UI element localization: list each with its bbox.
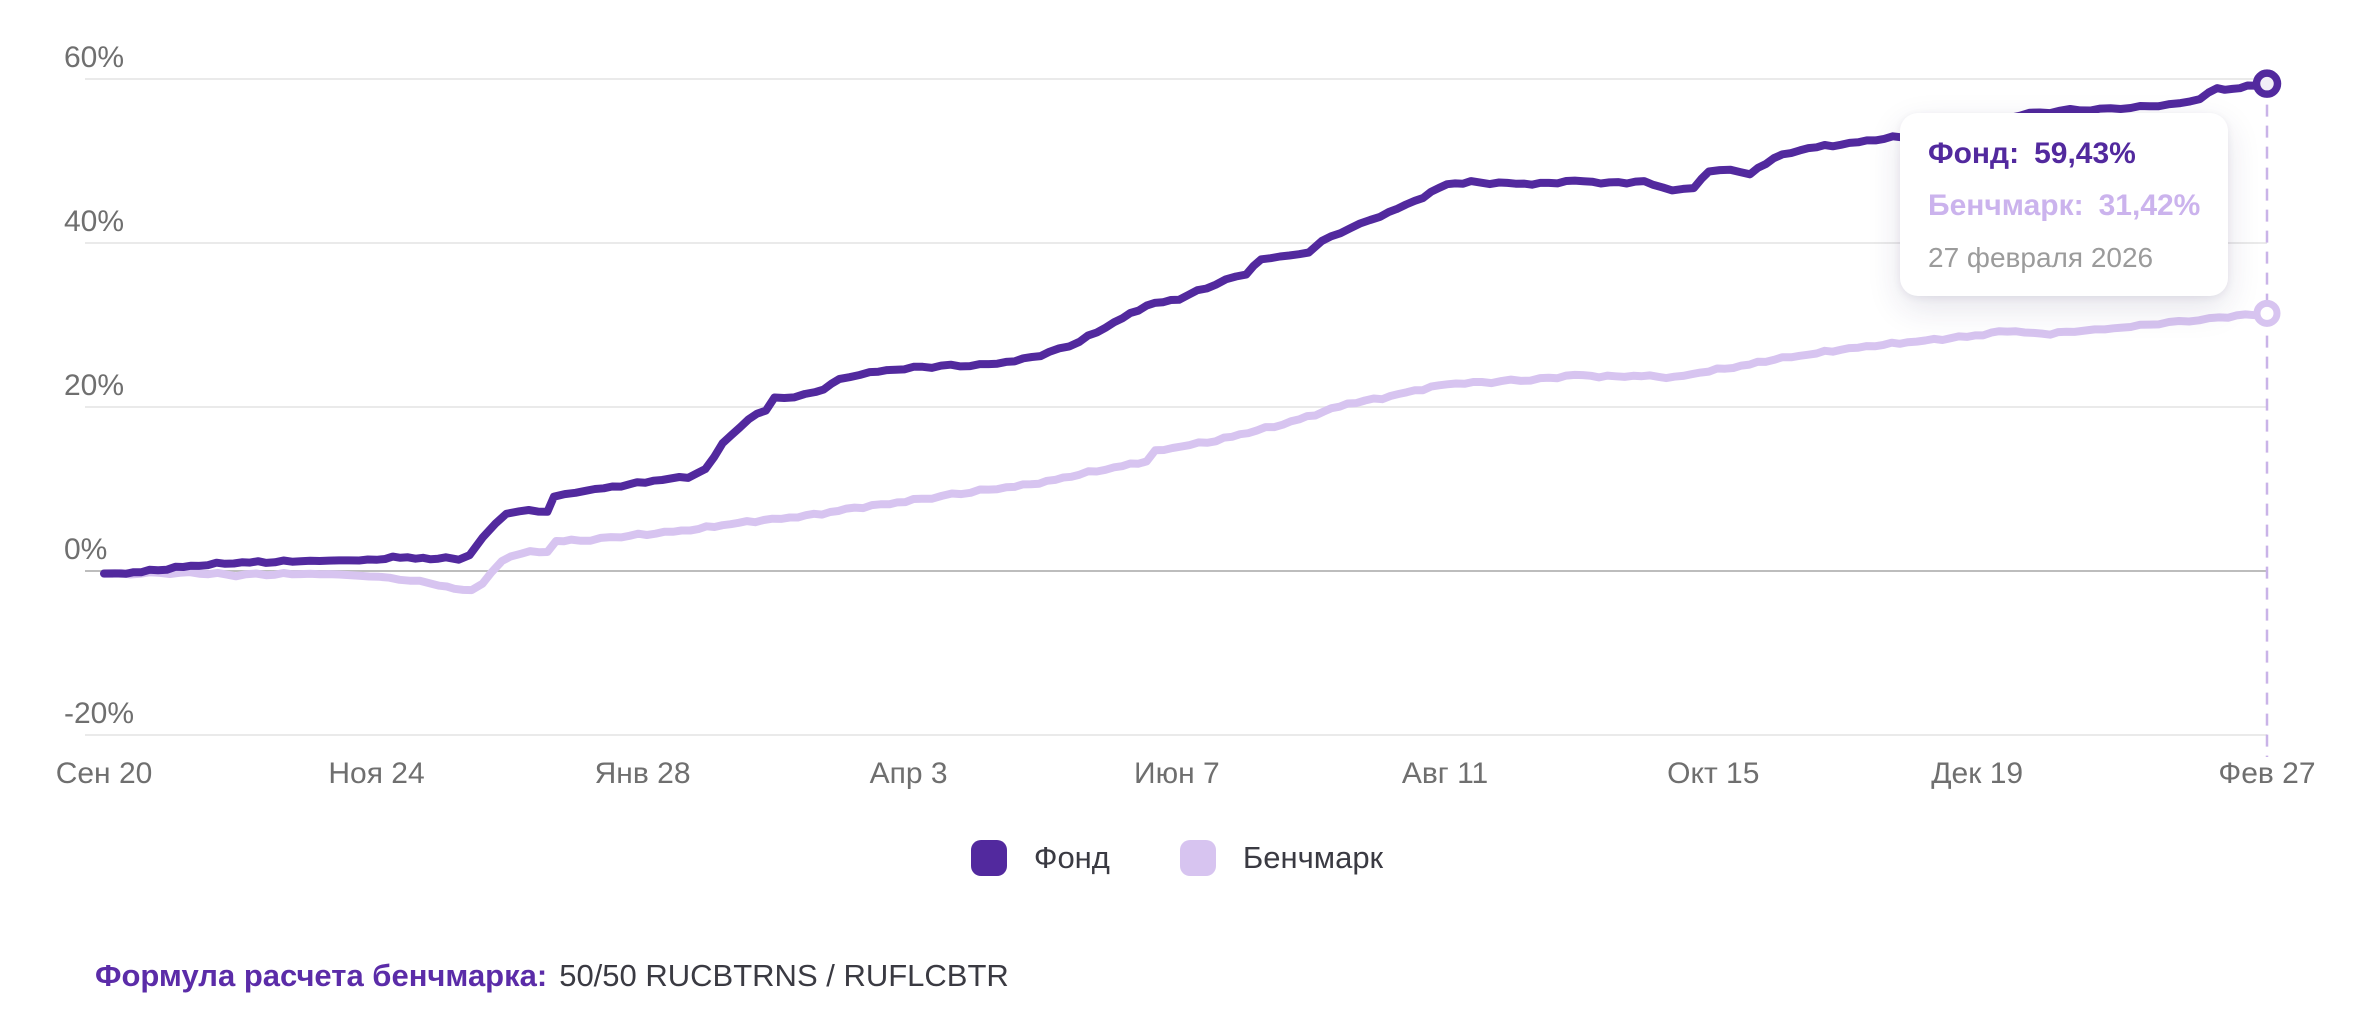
fund-endpoint-marker[interactable]: [2252, 69, 2282, 98]
legend-item-fund[interactable]: Фонд: [970, 840, 1110, 876]
benchmark-endpoint-marker[interactable]: [2253, 299, 2281, 327]
benchmark-swatch-icon: [1179, 840, 1216, 876]
benchmark-formula-note: Формула расчета бенчмарка: 50/50 RUCBTRNS…: [95, 958, 1009, 994]
x-axis-tick-label: Дек 19: [1931, 757, 2023, 790]
tooltip-fund-label: Фонд:: [1928, 137, 2020, 170]
chart-tooltip: Фонд: 59,43% Бенчмарк: 31,42% 27 февраля 2…: [1900, 113, 2229, 296]
legend-benchmark-label: Бенчмарк: [1242, 840, 1384, 875]
tooltip-benchmark-label: Бенчмарк:: [1928, 188, 2084, 222]
x-axis-tick-label: Фев 27: [2218, 757, 2315, 790]
tooltip-fund-row: Фонд: 59,43%: [1928, 137, 2200, 172]
performance-chart-svg[interactable]: 60% 40% 20% 0% -20% Сен 20 Ноя 24 Янв 28 Апр 3 Ию…: [0, 0, 2354, 820]
y-axis-tick-label: 20%: [64, 369, 124, 402]
tooltip-fund-value: 59,43%: [2034, 137, 2136, 170]
x-axis-tick-label: Ноя 24: [328, 757, 424, 790]
tooltip-date: 27 февраля 2026: [1928, 242, 2154, 273]
y-axis-tick-label: -20%: [64, 697, 134, 730]
x-axis-tick-label: Апр 3: [870, 757, 948, 790]
fund-line-series[interactable]: [100, 79, 2271, 578]
x-axis-tick-label: Окт 15: [1667, 757, 1759, 790]
y-axis-tick-label: 40%: [64, 205, 124, 238]
legend-fund-label: Фонд: [1033, 840, 1110, 875]
tooltip-benchmark-value: 31,42%: [2098, 188, 2201, 222]
x-axis-tick-label: Янв 28: [595, 757, 691, 790]
chart-legend: Фонд Бенчмарк: [0, 840, 2354, 876]
fund-swatch-icon: [970, 840, 1007, 876]
benchmark-formula-label: Формула расчета бенчмарка:: [95, 958, 548, 993]
benchmark-formula-value: 50/50 RUCBTRNS / RUFLCBTR: [559, 958, 1009, 993]
performance-chart[interactable]: 60% 40% 20% 0% -20% Сен 20 Ноя 24 Янв 28 Апр 3 Ию…: [0, 0, 2354, 820]
benchmark-line-series[interactable]: [100, 309, 2271, 595]
x-axis-tick-label: Июн 7: [1134, 757, 1220, 790]
tooltip-benchmark-row: Бенчмарк: 31,42%: [1928, 189, 2200, 224]
x-axis-tick-label: Сен 20: [56, 757, 153, 790]
legend-item-benchmark[interactable]: Бенчмарк: [1179, 840, 1384, 876]
x-axis-tick-label: Авг 11: [1402, 757, 1488, 790]
y-axis-tick-label: 60%: [64, 41, 124, 74]
y-axis-tick-label: 0%: [64, 533, 107, 566]
